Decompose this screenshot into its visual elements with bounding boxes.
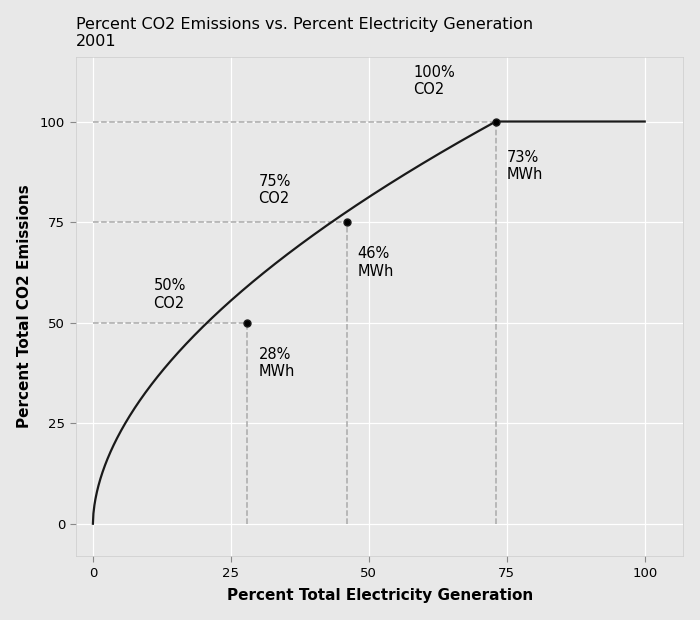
Text: 75%
CO2: 75% CO2 [258,174,290,206]
Text: 100%
CO2: 100% CO2 [413,65,455,97]
Text: 46%
MWh: 46% MWh [358,246,394,278]
Text: 73%
MWh: 73% MWh [507,149,543,182]
X-axis label: Percent Total Electricity Generation: Percent Total Electricity Generation [227,588,533,603]
Text: Percent CO2 Emissions vs. Percent Electricity Generation
2001: Percent CO2 Emissions vs. Percent Electr… [76,17,533,49]
Text: 50%
CO2: 50% CO2 [153,278,186,311]
Y-axis label: Percent Total CO2 Emissions: Percent Total CO2 Emissions [17,185,32,428]
Text: 28%
MWh: 28% MWh [258,347,295,379]
